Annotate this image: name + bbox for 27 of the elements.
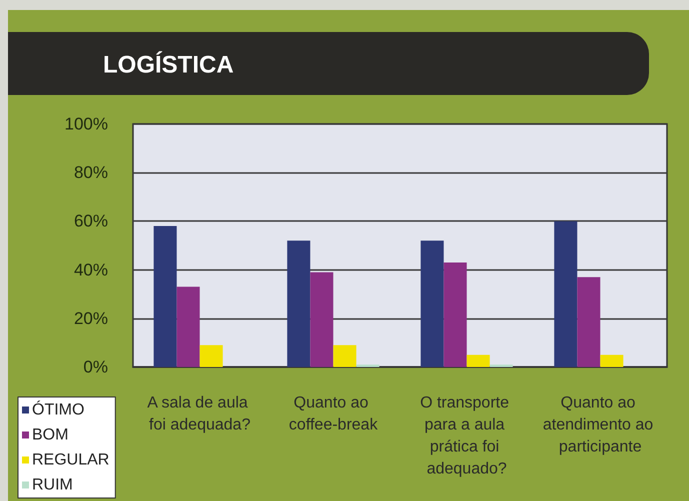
y-tick-label: 20% <box>74 308 108 328</box>
x-tick-label: O transporte para a aula prática foi adequado? <box>420 394 514 478</box>
y-tick-label: 40% <box>74 260 108 280</box>
y-tick-label: 0% <box>83 358 108 376</box>
legend-label: RUIM <box>32 476 73 494</box>
bar <box>600 354 624 367</box>
legend-label: ÓTIMO <box>32 400 84 418</box>
y-tick-label: 80% <box>74 163 108 182</box>
x-tick-label: A sala de aula foi adequada? <box>147 394 252 434</box>
bar <box>200 345 223 367</box>
y-tick-label: 60% <box>74 212 108 231</box>
x-tick-label: Quanto ao coffee-break <box>288 394 379 434</box>
x-tick-label: Quanto ao atendimento ao participante <box>542 394 658 456</box>
bar <box>444 262 467 367</box>
bar <box>466 354 490 367</box>
bar <box>310 272 334 367</box>
bar <box>154 226 177 367</box>
legend-label: REGULAR <box>32 452 110 468</box>
bar <box>176 286 200 367</box>
bar <box>577 277 600 367</box>
bar <box>554 221 578 367</box>
bar <box>333 345 356 367</box>
legend-label: BOM <box>32 426 68 444</box>
chart-title: LOGÍSTICA <box>103 50 234 78</box>
bar <box>287 240 310 367</box>
y-tick-label: 100% <box>64 114 108 134</box>
bar <box>420 240 444 367</box>
